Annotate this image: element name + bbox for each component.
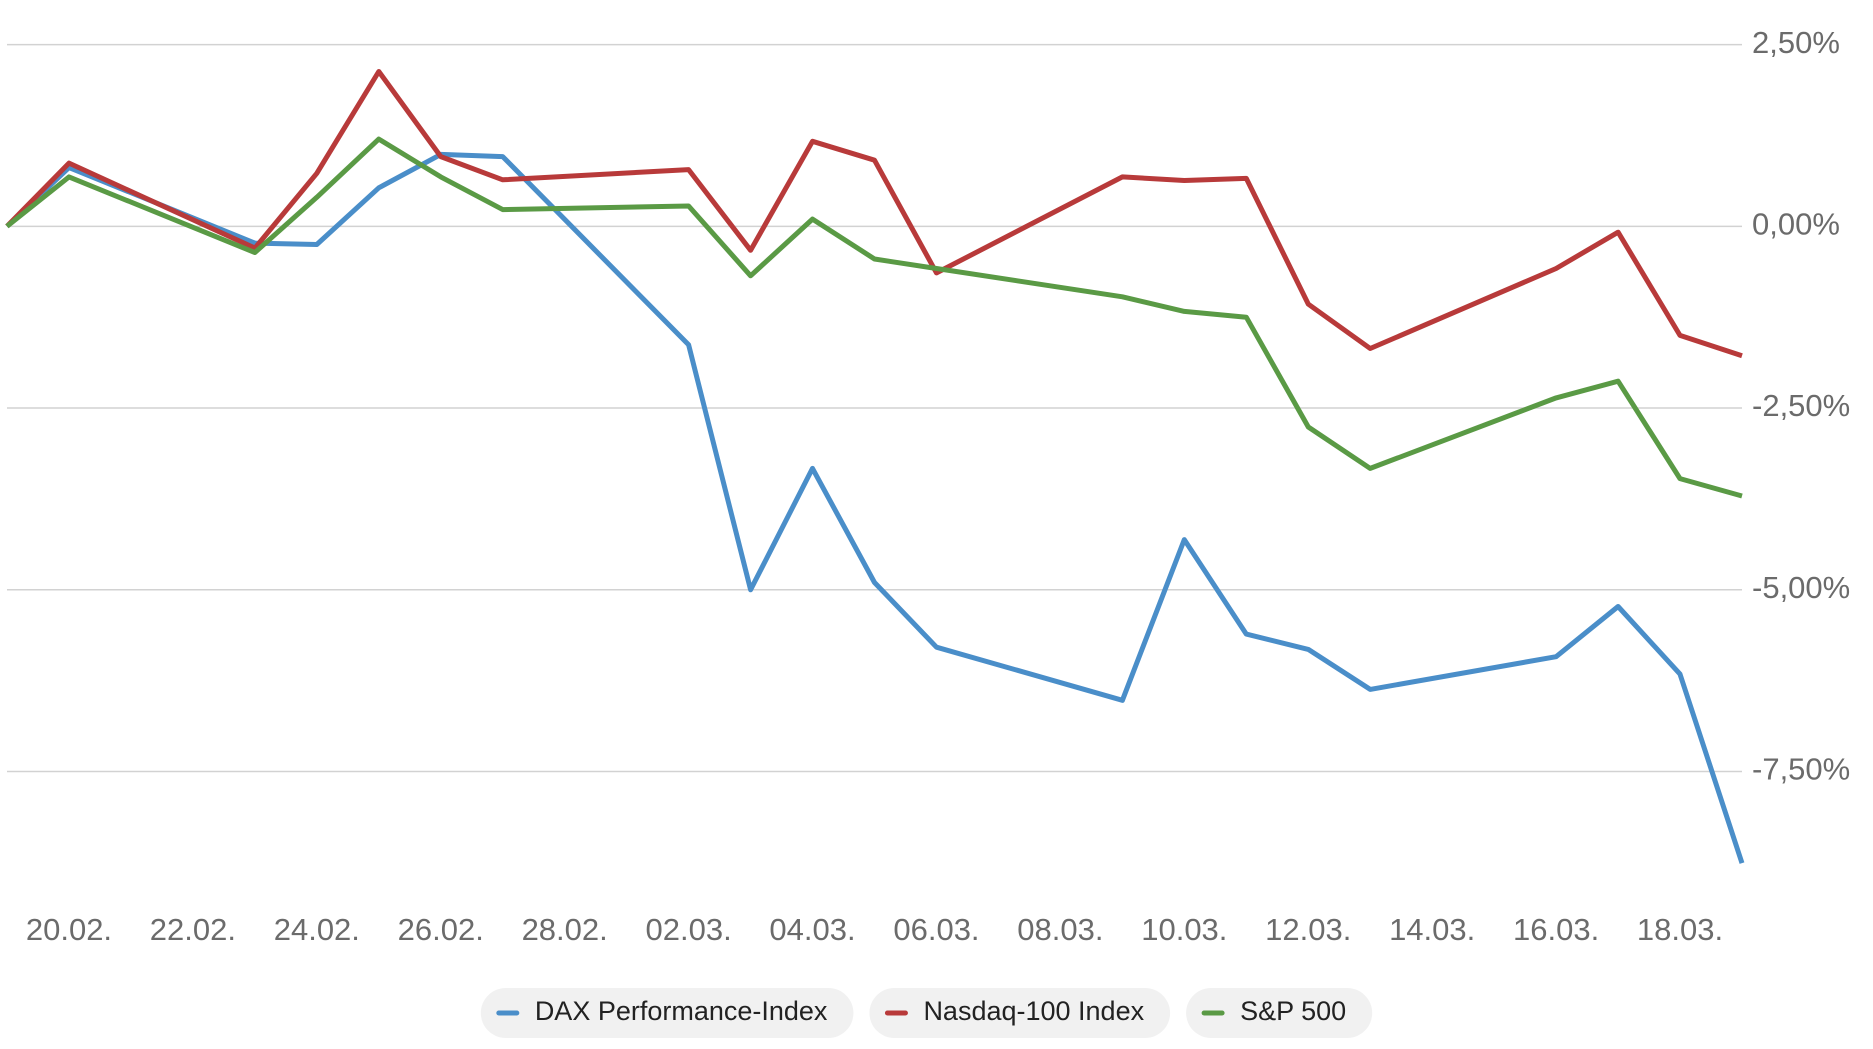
x-tick-label: 08.03. [1017,912,1103,947]
x-tick-label: 20.02. [26,912,112,947]
x-tick-label: 24.02. [274,912,360,947]
x-tick-label: 04.03. [769,912,855,947]
line-series [5,136,1743,499]
x-tick-label: 28.02. [522,912,608,947]
y-tick-label: -2,50% [1752,388,1850,423]
y-tick-label: 2,50% [1752,25,1840,60]
x-tick-label: 02.03. [646,912,732,947]
line-series [5,69,1743,359]
legend-label: DAX Performance-Index [535,996,828,1026]
legend-item[interactable]: Nasdaq-100 Index [869,988,1171,1038]
x-tick-label: 18.03. [1637,912,1723,947]
x-tick-label: 22.02. [150,912,236,947]
x-tick-label: 14.03. [1389,912,1475,947]
legend-pill [869,988,1171,1038]
legend-pill [1186,988,1373,1038]
x-tick-label: 16.03. [1513,912,1599,947]
y-tick-label: -5,00% [1752,570,1850,605]
legend-label: S&P 500 [1240,996,1346,1026]
legend-item[interactable]: DAX Performance-Index [480,988,854,1038]
x-tick-label: 10.03. [1141,912,1227,947]
legend-item[interactable]: S&P 500 [1186,988,1373,1038]
y-tick-label: -7,50% [1752,752,1850,787]
legend-label: Nasdaq-100 Index [923,996,1144,1026]
x-tick-label: 12.03. [1265,912,1351,947]
line-series [5,151,1745,864]
legend-pill [480,988,854,1038]
x-tick-label: 06.03. [893,912,979,947]
y-tick-label: 0,00% [1752,207,1840,242]
x-tick-label: 26.02. [398,912,484,947]
